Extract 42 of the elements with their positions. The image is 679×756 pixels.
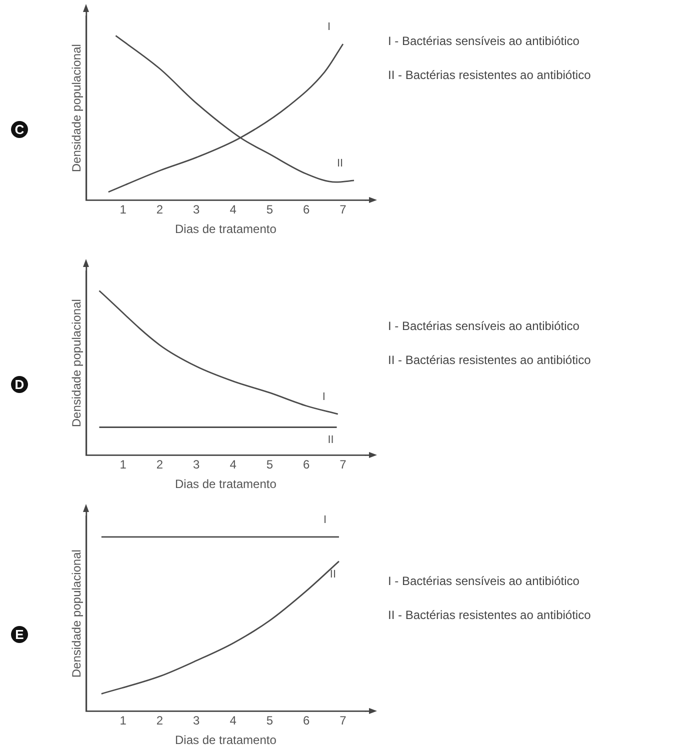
x-tick-label: 5 — [266, 202, 274, 217]
series-label: II — [336, 157, 344, 170]
x-tick-label: 4 — [230, 714, 237, 728]
x-tick-label: 7 — [340, 714, 347, 728]
text: C — [11, 120, 28, 138]
text: E — [11, 626, 28, 643]
x-tick-label: 3 — [193, 202, 200, 217]
x-tick-label: 6 — [303, 458, 310, 472]
x-tick-label: 4 — [230, 458, 237, 472]
y-axis-title: Densidade populacional — [70, 44, 84, 172]
x-tick-label: 2 — [156, 714, 164, 728]
x-tick-label: 3 — [193, 714, 200, 728]
text: I - Bactérias sensíveis ao antibiótico — [388, 319, 580, 333]
series-label: I — [323, 514, 327, 526]
x-tick-label: 3 — [193, 458, 200, 472]
x-axis-title: Dias de tratamento — [175, 222, 277, 236]
series-label: II — [330, 568, 336, 580]
x-tick-label: 1 — [120, 202, 127, 217]
x-tick-label: 5 — [266, 458, 274, 472]
x-axis-title: Dias de tratamento — [175, 477, 277, 492]
series-label: I — [322, 391, 326, 404]
y-axis-title: Densidade populacional — [70, 299, 84, 428]
x-tick-label: 2 — [156, 202, 164, 217]
text: I - Bactérias sensíveis ao antibiótico — [388, 34, 580, 48]
text: D — [11, 376, 28, 392]
x-tick-label: 1 — [120, 458, 127, 472]
y-axis-title: Densidade populacional — [70, 550, 84, 678]
text: II - Bactérias resistentes ao antibiótico — [388, 353, 591, 367]
x-tick-label: 6 — [303, 202, 310, 217]
x-tick-label: 6 — [303, 714, 310, 728]
x-axis-title: Dias de tratamento — [175, 733, 277, 748]
x-tick-label: 7 — [340, 202, 347, 217]
text: I - Bactérias sensíveis ao antibiótico — [388, 574, 580, 588]
x-tick-label: 4 — [230, 202, 237, 217]
text: II - Bactérias resistentes ao antibiótico — [388, 608, 591, 622]
x-tick-label: 5 — [266, 714, 274, 728]
series-label: I — [327, 20, 331, 33]
x-tick-label: 7 — [340, 458, 347, 472]
x-tick-label: 1 — [120, 714, 127, 728]
x-tick-label: 2 — [156, 458, 164, 472]
series-label: II — [328, 434, 334, 446]
text: II - Bactérias resistentes ao antibiótico — [388, 68, 591, 82]
